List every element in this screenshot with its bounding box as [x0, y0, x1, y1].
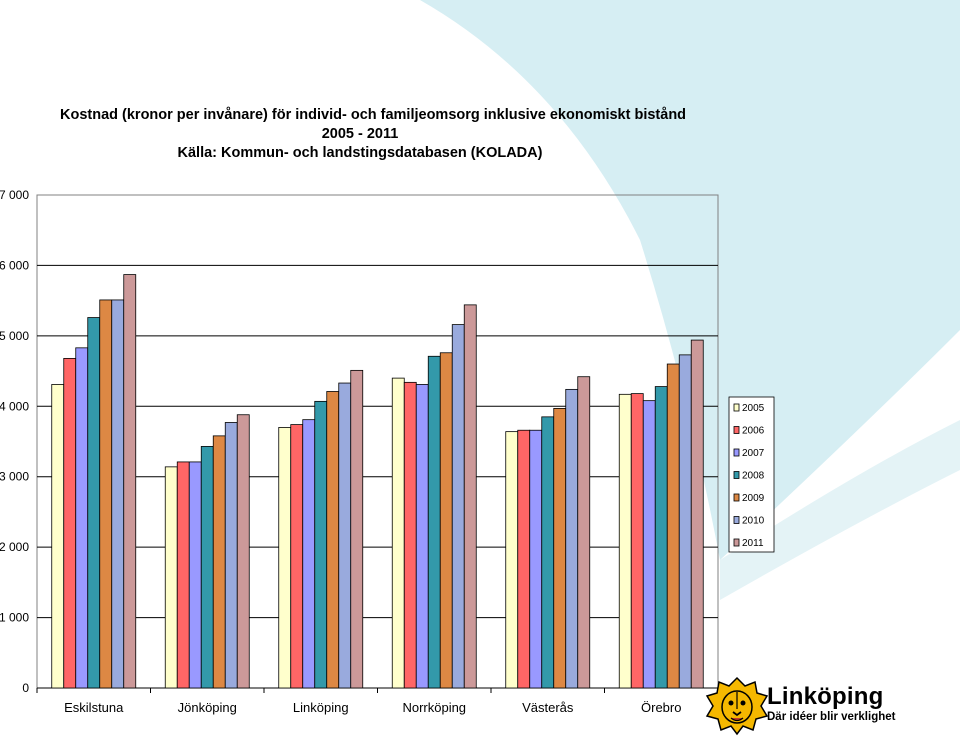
- x-tick-label: Västerås: [522, 700, 574, 715]
- bar: [630, 393, 644, 689]
- x-tick-label: Örebro: [641, 700, 681, 715]
- bar: [541, 416, 555, 689]
- bar: [290, 424, 304, 689]
- legend-label: 2010: [742, 516, 765, 527]
- y-tick-label: 0: [22, 681, 29, 695]
- legend-swatch: [733, 538, 740, 547]
- bar: [338, 382, 352, 689]
- bar: [212, 435, 226, 689]
- bar: [111, 299, 125, 689]
- bar: [123, 274, 137, 689]
- bar: [188, 461, 202, 689]
- bar: [517, 429, 531, 689]
- x-tick-label: Norrköping: [402, 700, 466, 715]
- background-wave-shape-lower: [720, 420, 960, 600]
- bar: [642, 400, 656, 689]
- bar: [314, 400, 328, 689]
- legend-label: 2007: [742, 448, 765, 459]
- x-tick-label: Linköping: [293, 700, 349, 715]
- bar: [451, 324, 465, 689]
- plot-area: [36, 194, 719, 689]
- legend-swatch: [733, 471, 740, 479]
- y-tick-label: 5 000: [0, 329, 29, 343]
- legend-label: 2005: [742, 403, 765, 414]
- bar: [176, 461, 190, 689]
- legend-swatch: [733, 403, 740, 412]
- x-tick-label: Eskilstuna: [64, 700, 124, 715]
- bar: [99, 299, 113, 689]
- bar: [505, 431, 519, 689]
- bar: [164, 466, 178, 689]
- bar: [236, 414, 250, 689]
- legend-swatch: [733, 426, 740, 434]
- legend-swatch: [733, 493, 740, 502]
- bar: [326, 391, 340, 689]
- bar: [678, 354, 692, 689]
- bar: [577, 376, 591, 689]
- y-tick-label: 1 000: [0, 611, 29, 625]
- legend-swatch: [733, 448, 740, 457]
- legend-label: 2011: [742, 538, 764, 549]
- y-tick-label: 3 000: [0, 470, 29, 484]
- bar: [63, 357, 77, 689]
- bar: [690, 339, 704, 689]
- bar: [302, 419, 316, 689]
- bar: [463, 304, 477, 689]
- chart-title-line: 2005 - 2011: [321, 126, 399, 142]
- bar: [87, 317, 101, 689]
- bar: [200, 446, 214, 689]
- logo: Linköping Där idéer blir verklighet: [767, 684, 895, 724]
- bar: [439, 352, 453, 689]
- y-tick-label: 2 000: [0, 540, 29, 554]
- background-wave-shape: [420, 0, 960, 560]
- y-tick-label: 4 000: [0, 399, 29, 413]
- bar: [75, 347, 89, 689]
- legend-label: 2008: [742, 471, 765, 482]
- bar: [618, 393, 632, 689]
- bar: [529, 429, 543, 689]
- bar: [553, 407, 567, 689]
- bar: [666, 363, 680, 689]
- lion-head-icon: [705, 676, 769, 736]
- y-tick-label: 7 000: [0, 188, 29, 202]
- bar: [51, 384, 65, 689]
- bar: [391, 377, 405, 689]
- bar: [403, 381, 417, 689]
- chart-title-line: Källa: Kommun- och landstingsdatabasen (…: [177, 145, 543, 161]
- logo-name: Linköping: [767, 683, 884, 710]
- bar: [654, 386, 668, 689]
- legend-swatch: [733, 516, 740, 524]
- legend-label: 2009: [742, 493, 765, 504]
- chart-title-line: Kostnad (kronor per invånare) för indivi…: [60, 107, 687, 123]
- bar: [350, 369, 364, 689]
- bar: [224, 422, 238, 689]
- y-tick-label: 6 000: [0, 258, 29, 272]
- logo-slogan: Där idéer blir verklighet: [767, 711, 896, 723]
- bar: [278, 427, 292, 689]
- bar: [415, 384, 429, 689]
- bar: [427, 355, 441, 689]
- bar: [565, 388, 579, 689]
- legend-label: 2006: [742, 426, 765, 437]
- chart-title: Kostnad (kronor per invånare) för indivi…: [60, 106, 687, 163]
- x-tick-label: Jönköping: [178, 700, 237, 715]
